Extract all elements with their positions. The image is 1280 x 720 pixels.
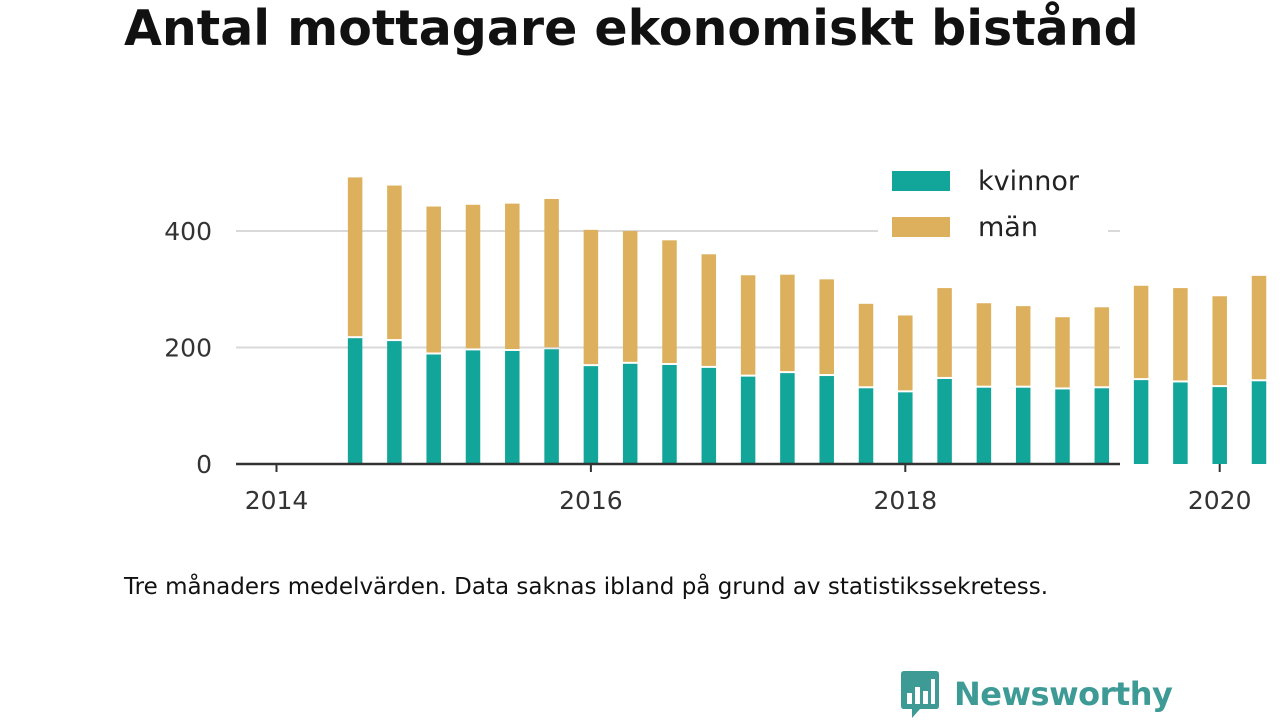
bar-kvinnor (858, 388, 874, 464)
y-tick-labels: 0 200 400 (164, 217, 212, 479)
bar-man (1055, 317, 1070, 388)
bar-kvinnor (780, 373, 795, 464)
bar-kvinnor (583, 366, 599, 464)
bar-kvinnor (1251, 381, 1267, 464)
x-tick-label-2016: 2016 (559, 486, 623, 515)
bar-man (505, 203, 520, 349)
bar-man (1212, 296, 1227, 386)
bar-man (465, 204, 481, 349)
bar-man (1133, 285, 1149, 379)
bar-man (780, 274, 795, 372)
x-axis: 201420162018202020222024 (236, 462, 1252, 515)
bar-man (937, 288, 952, 377)
footnote: Tre månaders medelvärden. Data saknas ib… (124, 574, 1049, 600)
bar-kvinnor (1094, 388, 1110, 464)
bar-kvinnor (976, 387, 992, 464)
bar-kvinnor (937, 378, 952, 464)
bar-man (387, 185, 402, 340)
bar-man (544, 198, 559, 348)
legend: kvinnor män (878, 162, 1108, 243)
y-tick-label-200: 200 (164, 334, 212, 363)
bar-man (1173, 288, 1188, 381)
legend-label-kvinnor: kvinnor (978, 166, 1080, 197)
x-tick-label-2018: 2018 (873, 486, 937, 515)
bar-kvinnor (465, 350, 481, 464)
bar-man (858, 303, 874, 387)
bar-man (583, 229, 599, 365)
bar-man (426, 206, 441, 353)
bar-kvinnor (505, 350, 520, 464)
legend-swatch-kvinnor (892, 171, 950, 191)
bar-man (1094, 307, 1110, 387)
legend-label-man: män (978, 212, 1038, 243)
bar-kvinnor (347, 338, 363, 464)
bar-man (347, 177, 363, 337)
x-tick-label-2014: 2014 (245, 486, 309, 515)
bar-kvinnor (544, 349, 559, 464)
bar-kvinnor (426, 354, 441, 464)
y-tick-label-0: 0 (196, 450, 212, 479)
bar-kvinnor (1173, 382, 1188, 464)
bar-kvinnor (1015, 387, 1031, 464)
bar-kvinnor (662, 364, 677, 464)
bar-man (1015, 306, 1031, 386)
bar-kvinnor (898, 392, 913, 464)
brand-name: Newsworthy (954, 675, 1173, 713)
bar-kvinnor (1055, 389, 1070, 464)
bar-man (976, 303, 992, 386)
bar-kvinnor (622, 363, 638, 464)
bar-man (819, 279, 834, 375)
legend-swatch-man (892, 217, 950, 237)
bar-man (898, 315, 913, 391)
x-tick-label-2020: 2020 (1188, 486, 1252, 515)
bar-man (701, 254, 717, 366)
page-title: Antal mottagare ekonomiskt bistånd (124, 0, 1139, 57)
bar-kvinnor (387, 341, 402, 464)
bar-kvinnor (819, 376, 834, 464)
bars (347, 177, 1267, 464)
y-tick-label-400: 400 (164, 217, 212, 246)
bar-man (622, 231, 638, 362)
bar-man (1251, 275, 1267, 380)
bar-man (740, 275, 756, 375)
bar-man (662, 240, 677, 363)
bar-kvinnor (1133, 380, 1149, 464)
newsworthy-logo-icon (901, 671, 939, 718)
brand-logo: Newsworthy (900, 668, 1173, 720)
bar-kvinnor (1212, 387, 1227, 464)
bar-kvinnor (701, 367, 717, 464)
bar-kvinnor (740, 376, 756, 464)
